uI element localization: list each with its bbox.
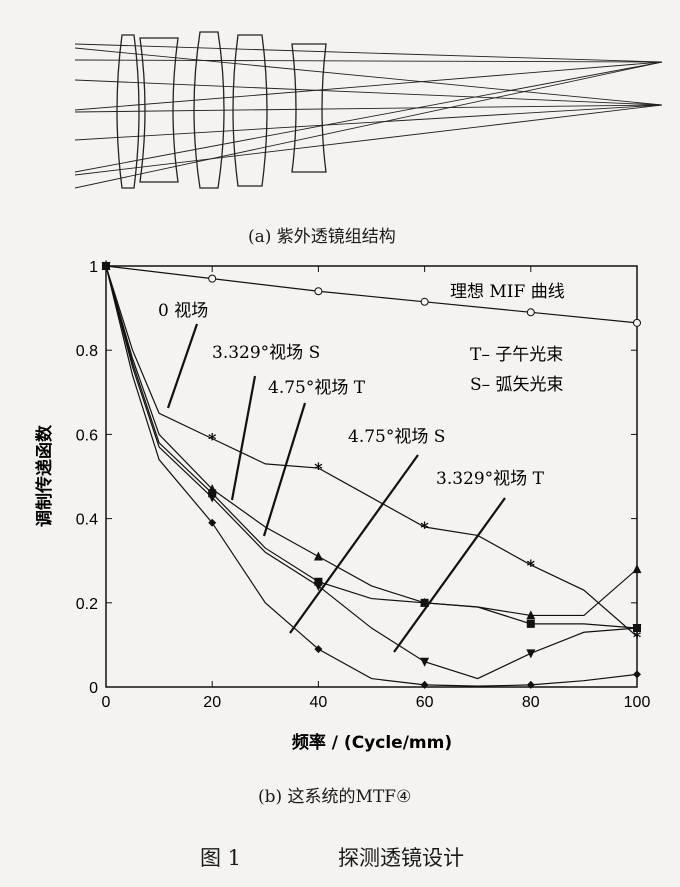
data-point	[526, 619, 535, 628]
leader-line	[289, 454, 419, 634]
data-point	[420, 657, 430, 667]
annotation: 3.329°视场 S	[212, 343, 320, 363]
annotation: 理想 MIF 曲线	[450, 282, 565, 302]
leader-line	[230, 375, 257, 501]
series-line-2	[105, 265, 638, 617]
series-line-0	[105, 265, 638, 324]
y-tick-label: 0	[89, 680, 98, 697]
data-point	[526, 308, 535, 317]
y-tick-label: 1	[89, 259, 98, 276]
data-point: *	[208, 430, 217, 449]
data-point	[314, 287, 323, 296]
x-tick-label: 20	[203, 694, 221, 711]
caption-b: (b) 这系统的MTF④	[258, 787, 412, 807]
data-point: *	[420, 518, 429, 537]
data-point	[313, 551, 323, 561]
y-tick-label: 0.8	[76, 343, 98, 360]
mtf-chart: 0 20 40 60 80 100 0 0.2 0.4 0.6 0.8 1 频率 / (Cycle/mm…	[34, 257, 651, 753]
data-point	[526, 649, 536, 659]
annotation: 0 视场	[158, 301, 208, 321]
x-tick-label: 60	[416, 694, 434, 711]
x-axis-label: 频率 / (Cycle/mm)	[292, 732, 452, 753]
data-point	[313, 581, 323, 591]
data-point	[633, 318, 641, 327]
annotation: 4.75°视场 S	[348, 427, 445, 447]
data-point	[314, 645, 323, 654]
data-point	[207, 493, 217, 503]
data-point	[208, 489, 217, 498]
x-tick-label: 0	[102, 694, 111, 711]
data-point: *	[527, 556, 536, 575]
y-axis-label: 调制传递函数	[34, 424, 55, 527]
series-line-3	[105, 265, 638, 629]
data-point	[208, 518, 217, 527]
y-tick-label: 0.2	[76, 596, 98, 613]
data-point	[633, 670, 641, 679]
caption-a: (a) 紫外透镜组结构	[248, 227, 396, 247]
annotation: T– 子午光束	[470, 345, 563, 365]
plot-frame	[105, 265, 638, 688]
x-tick-label: 40	[310, 694, 328, 711]
series-line-5	[105, 265, 638, 687]
annotation: 4.75°视场 T	[268, 378, 366, 398]
leader-line	[393, 497, 506, 653]
data-point	[420, 297, 429, 306]
figure-title: 探测透镜设计	[338, 846, 464, 870]
data-point	[420, 680, 429, 689]
annotation: S– 弧矢光束	[470, 375, 564, 395]
data-point	[632, 564, 642, 574]
x-tick-label: 100	[624, 694, 651, 711]
y-tick-label: 0.4	[76, 512, 98, 529]
annotation: 3.329°视场 T	[436, 469, 545, 489]
x-tick-label: 80	[522, 694, 540, 711]
data-point: *	[314, 459, 323, 478]
data-point	[526, 610, 536, 620]
data-point	[420, 598, 429, 607]
leader-line	[262, 402, 307, 537]
figure-label: 图 1	[200, 846, 242, 870]
data-point	[526, 680, 535, 689]
y-tick-label: 0.6	[76, 427, 98, 444]
data-point: *	[633, 627, 642, 646]
data-point	[208, 274, 217, 283]
series-line-4	[105, 265, 638, 680]
lens-diagram	[74, 31, 663, 189]
series-line-1	[105, 265, 638, 637]
data-point	[632, 624, 642, 634]
data-point	[102, 262, 110, 270]
data-point	[314, 577, 323, 586]
leader-line	[166, 323, 199, 409]
